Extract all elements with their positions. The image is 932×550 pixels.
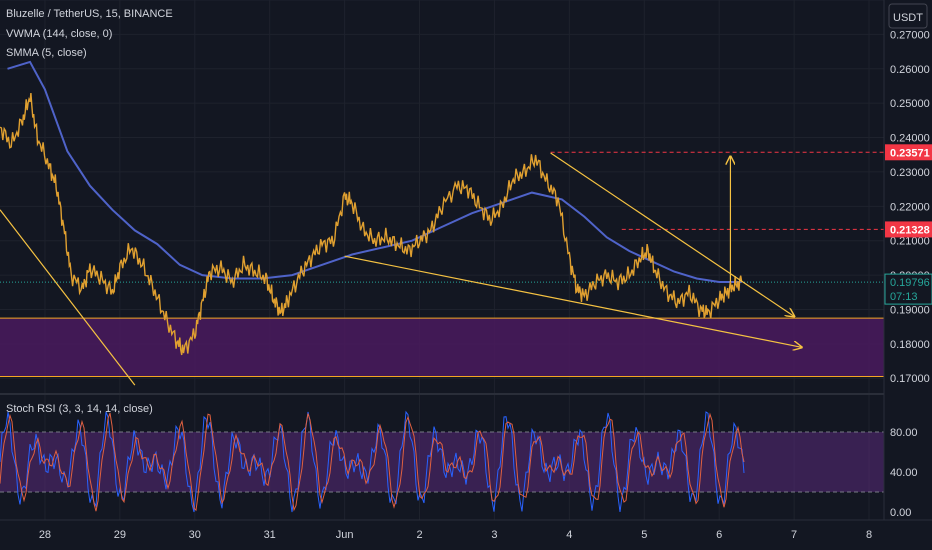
target-price-label: 0.21328 — [890, 224, 930, 236]
trendline-1[interactable] — [550, 152, 794, 316]
price-tick-label: 0.27000 — [890, 29, 930, 41]
time-tick-label: 31 — [264, 529, 276, 541]
trendline-2[interactable] — [344, 255, 802, 347]
target-price-badge — [885, 221, 932, 238]
time-tick-label: 29 — [114, 529, 126, 541]
time-tick-label: 3 — [491, 529, 497, 541]
support-zone — [0, 318, 884, 377]
time-tick-label: Jun — [336, 529, 354, 541]
candle-countdown: 07:13 — [890, 291, 918, 303]
time-tick-label: 6 — [716, 529, 722, 541]
stoch-rsi-tick-label: 40.00 — [890, 467, 918, 479]
time-tick-label: 8 — [866, 529, 872, 541]
currency-label: USDT — [893, 12, 923, 24]
trendline-0[interactable] — [0, 209, 136, 386]
stoch-rsi-tick-label: 80.00 — [890, 427, 918, 439]
current-price-label: 0.19796 — [890, 277, 930, 289]
trendlines[interactable] — [0, 152, 802, 386]
price-badges: 0.23571 0.21328 0.19796 07:13 — [884, 144, 932, 305]
time-tick-label: 5 — [641, 529, 647, 541]
price-tick-label: 0.18000 — [890, 339, 930, 351]
price-tick-label: 0.23000 — [890, 167, 930, 179]
stoch-rsi-axis-ticks: 80.00 40.00 0.00 — [890, 427, 918, 519]
legend-stoch-rsi[interactable]: Stoch RSI (3, 3, 14, 14, close) — [6, 403, 153, 415]
stoch-rsi-d-line — [0, 412, 745, 512]
time-tick-label: 4 — [566, 529, 572, 541]
target-price-badge — [885, 144, 932, 161]
currency-badge[interactable] — [888, 3, 928, 29]
time-tick-label: 28 — [39, 529, 51, 541]
price-tick-label: 0.19000 — [890, 304, 930, 316]
price-tick-label: 0.26000 — [890, 64, 930, 76]
legend-vwma[interactable]: VWMA (144, close, 0) — [6, 28, 113, 40]
legend-smma[interactable]: SMMA (5, close) — [6, 47, 87, 59]
price-line — [0, 93, 743, 356]
price-tick-label: 0.24000 — [890, 133, 930, 145]
current-price-badge — [884, 273, 932, 305]
price-tick-label: 0.22000 — [890, 201, 930, 213]
time-tick-label: 30 — [189, 529, 201, 541]
time-tick-label: 7 — [791, 529, 797, 541]
vwma-line — [7, 60, 742, 283]
price-axis-panel[interactable] — [884, 0, 932, 520]
stoch-rsi-tick-label: 0.00 — [890, 507, 911, 519]
time-axis-ticks[interactable]: 28 29 30 31 Jun 2 3 4 5 6 7 8 — [39, 529, 872, 541]
target-price-label: 0.23571 — [890, 147, 930, 159]
price-tick-label: 0.25000 — [890, 98, 930, 110]
price-tick-label: 0.21000 — [890, 236, 930, 248]
price-tick-label: 0.17000 — [890, 373, 930, 385]
time-tick-label: 2 — [416, 529, 422, 541]
chart-title[interactable]: Bluzelle / TetherUS, 15, BINANCE — [6, 8, 173, 20]
